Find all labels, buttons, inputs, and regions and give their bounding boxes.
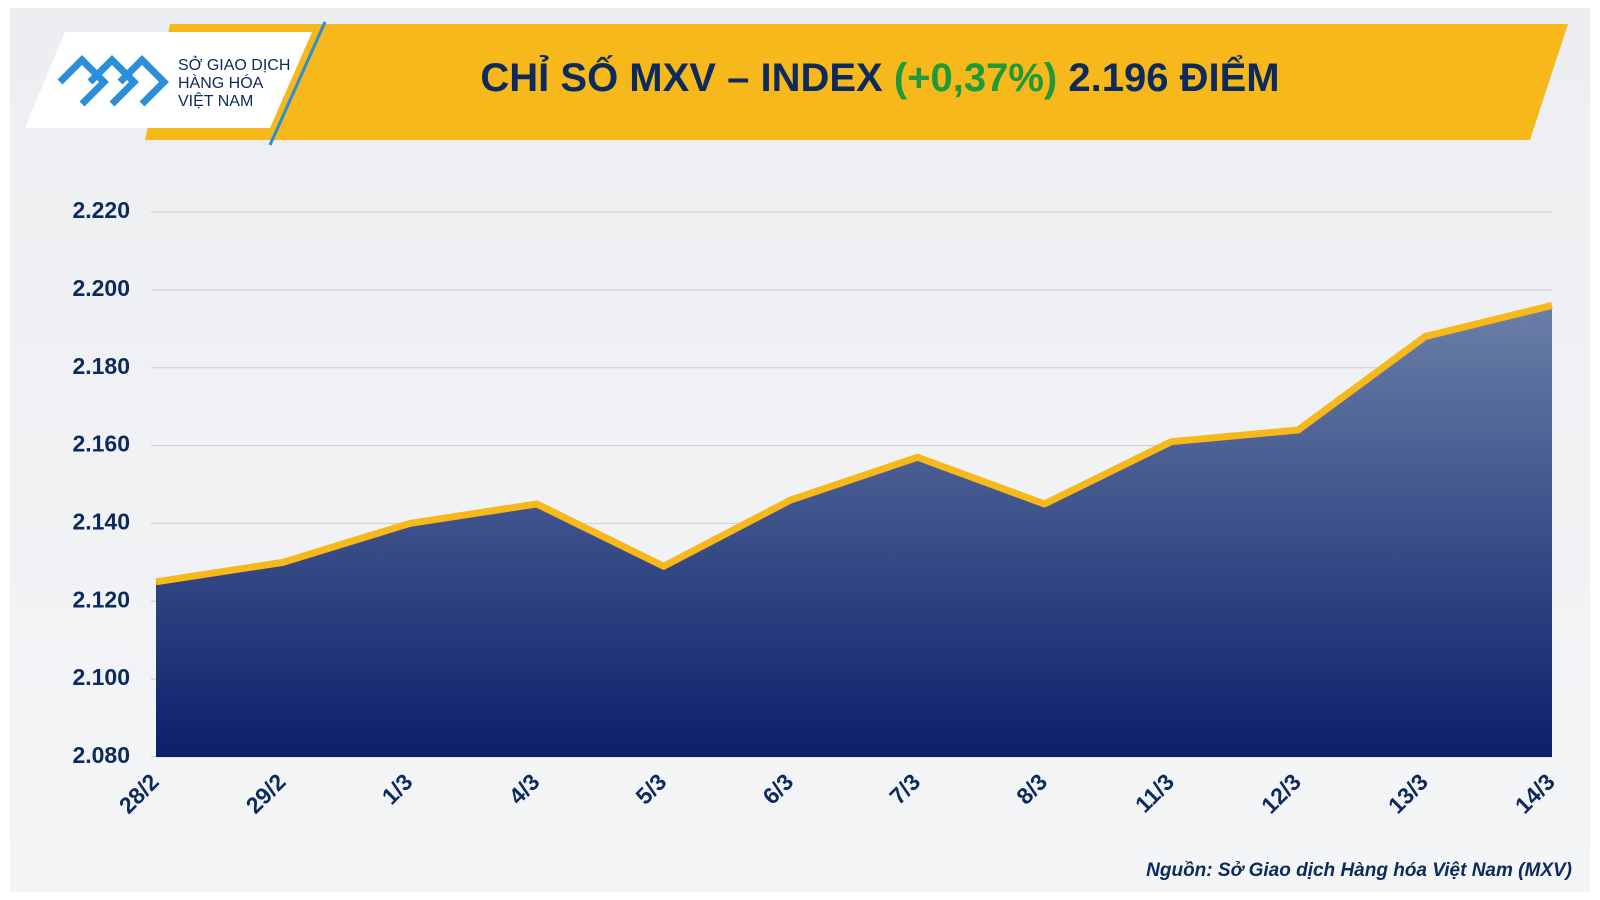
logo-panel xyxy=(25,32,312,128)
y-tick-label: 2.080 xyxy=(72,742,130,768)
line xyxy=(155,302,1553,586)
source-note: Nguồn: Sở Giao dịch Hàng hóa Việt Nam (M… xyxy=(1146,860,1572,881)
area xyxy=(156,305,1552,757)
logo-text: SỞ GIAO DỊCH xyxy=(178,55,290,74)
title-part: 2.196 ĐIỂM xyxy=(1068,53,1279,100)
title-part: CHỈ SỐ MXV – INDEX xyxy=(480,54,883,100)
title-banner xyxy=(145,24,1568,140)
chart-title: CHỈ SỐ MXV – INDEX (+0,37%) 2.196 ĐIỂM xyxy=(480,53,1279,100)
logo-text: VIỆT NAM xyxy=(178,91,253,110)
title-part: (+0,37%) xyxy=(894,56,1057,100)
y-tick-label: 2.160 xyxy=(72,431,130,457)
logo-text: HÀNG HÓA xyxy=(178,73,264,92)
y-tick-label: 2.180 xyxy=(72,353,130,379)
y-tick-label: 2.120 xyxy=(72,586,130,612)
y-tick-label: 2.100 xyxy=(72,664,130,690)
logo-mark xyxy=(57,55,169,107)
y-tick-label: 2.140 xyxy=(72,509,130,535)
logo-accent xyxy=(268,21,327,146)
y-tick-label: 2.200 xyxy=(72,275,130,301)
y-tick-label: 2.220 xyxy=(72,197,130,223)
